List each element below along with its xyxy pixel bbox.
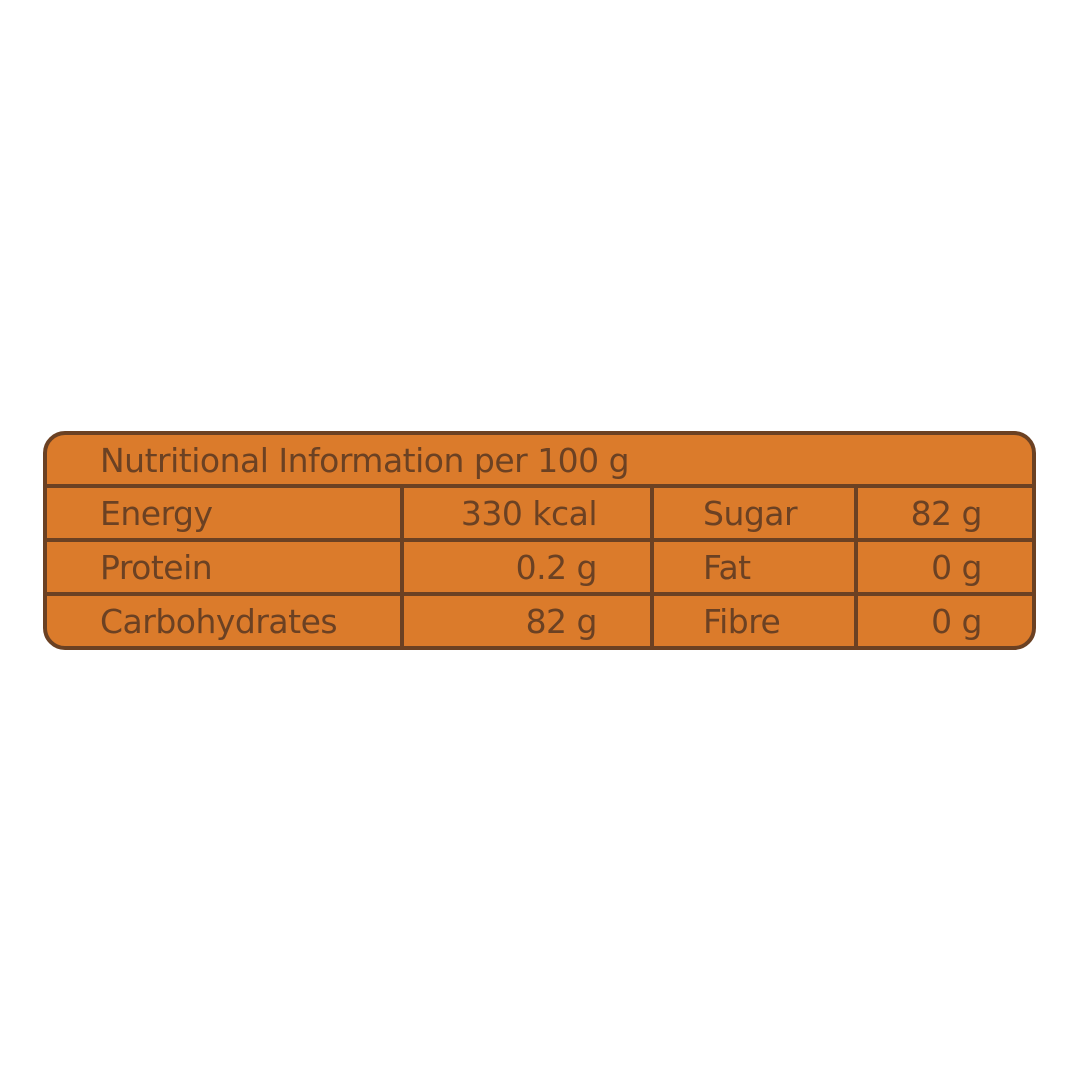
column-divider (400, 486, 404, 646)
energy-label: Energy (100, 494, 213, 533)
protein-value: 0.2 g (515, 548, 598, 587)
row-divider (47, 484, 1032, 488)
row-divider (47, 592, 1032, 596)
row-divider (47, 538, 1032, 542)
nutrition-table: Nutritional Information per 100 g Energy… (43, 431, 1036, 650)
fat-label: Fat (703, 548, 751, 587)
fibre-label: Fibre (703, 602, 781, 641)
fat-value: 0 g (931, 548, 982, 587)
energy-value: 330 kcal (460, 494, 598, 533)
column-divider (854, 486, 858, 646)
sugar-value: 82 g (910, 494, 983, 533)
column-divider (650, 486, 654, 646)
table-title: Nutritional Information per 100 g (100, 441, 630, 480)
carbohydrates-label: Carbohydrates (100, 602, 338, 641)
protein-label: Protein (100, 548, 213, 587)
sugar-label: Sugar (703, 494, 798, 533)
fibre-value: 0 g (931, 602, 982, 641)
carbohydrates-value: 82 g (525, 602, 598, 641)
